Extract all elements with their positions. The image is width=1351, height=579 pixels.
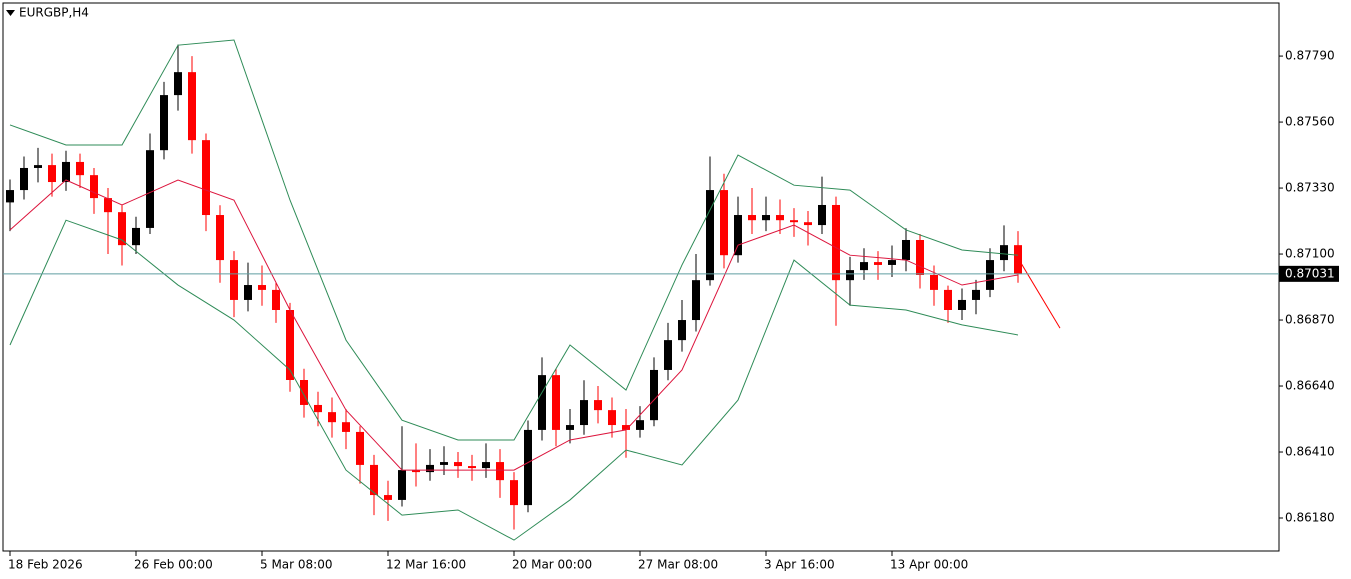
candle-body	[174, 72, 182, 96]
indicator-line	[9, 219, 1019, 541]
candle-body	[790, 220, 798, 223]
indicator-line	[9, 179, 1019, 471]
candle-body	[76, 161, 84, 176]
candle-body	[846, 270, 854, 281]
candle-body	[916, 239, 924, 275]
candle-body	[286, 309, 294, 381]
candle-body	[650, 369, 658, 421]
candle-body	[524, 429, 532, 506]
y-tick-label: 0.86180	[1285, 511, 1335, 525]
y-tick-label: 0.87790	[1285, 49, 1335, 63]
candle-body	[832, 204, 840, 281]
candle-body	[412, 470, 420, 473]
chart-title: EURGBP,H4	[19, 6, 89, 20]
x-tick-label: 5 Mar 08:00	[260, 558, 333, 572]
candle-body	[706, 190, 714, 281]
candle-body	[762, 215, 770, 221]
candle-body	[482, 462, 490, 469]
candle-body	[580, 400, 588, 426]
candle-body	[48, 165, 56, 183]
candle-body	[272, 289, 280, 310]
candle-body	[468, 466, 476, 469]
y-tick-label: 0.87560	[1285, 115, 1335, 129]
candle-body	[398, 470, 406, 500]
candle-body	[34, 165, 42, 168]
candle-body	[356, 431, 364, 465]
candle-body	[454, 462, 462, 467]
candle-body	[426, 464, 434, 473]
candle-body	[370, 464, 378, 496]
candle-body	[818, 204, 826, 226]
x-tick-label: 27 Mar 08:00	[638, 558, 718, 572]
candle-body	[874, 262, 882, 265]
x-tick-label: 20 Mar 00:00	[512, 558, 592, 572]
current-price-label: 0.87031	[1285, 266, 1335, 280]
candle-body	[132, 227, 140, 246]
y-tick-label: 0.86870	[1285, 313, 1335, 327]
candle-body	[440, 462, 448, 465]
y-tick-label: 0.87330	[1285, 181, 1335, 195]
candle-body	[104, 198, 112, 213]
candle-body	[538, 375, 546, 430]
x-tick-label: 12 Mar 16:00	[386, 558, 466, 572]
candle-body	[860, 262, 868, 271]
candle-body	[20, 167, 28, 191]
candle-body	[258, 285, 266, 290]
x-tick-label: 26 Feb 00:00	[134, 558, 213, 572]
candle-body	[594, 400, 602, 411]
x-tick-label: 18 Feb 2026	[8, 558, 83, 572]
x-tick-label: 3 Apr 16:00	[764, 558, 835, 572]
candle-body	[972, 289, 980, 300]
candle-body	[216, 215, 224, 261]
candle-body	[720, 190, 728, 256]
candle-body	[986, 260, 994, 290]
candle-body	[804, 222, 812, 226]
candle-body	[1014, 245, 1022, 274]
candle-body	[664, 340, 672, 370]
candle-body	[734, 215, 742, 256]
candle-body	[510, 480, 518, 506]
y-tick-label: 0.86410	[1285, 445, 1335, 459]
candle-body	[146, 150, 154, 228]
candle-body	[202, 140, 210, 216]
candle-body	[62, 161, 70, 183]
candle-body	[566, 425, 574, 430]
candle-body	[160, 95, 168, 151]
x-tick-label: 13 Apr 00:00	[890, 558, 968, 572]
candle-body	[6, 190, 14, 203]
candle-body	[636, 420, 644, 430]
symbol-menu-icon[interactable]	[6, 10, 15, 16]
indicator-line	[1017, 257, 1061, 329]
candle-body	[958, 299, 966, 310]
candle-body	[776, 215, 784, 221]
candle-body	[622, 425, 630, 430]
candle-body	[608, 410, 616, 426]
candle-body	[552, 375, 560, 430]
candle-body	[902, 239, 910, 261]
candle-body	[230, 260, 238, 300]
indicator-line	[9, 39, 1019, 441]
candle-body	[496, 462, 504, 481]
candle-body	[300, 380, 308, 405]
y-tick-label: 0.86640	[1285, 379, 1335, 393]
candle-body	[384, 495, 392, 500]
candle-body	[188, 72, 196, 141]
candle-body	[118, 212, 126, 246]
candle-body	[342, 422, 350, 432]
candle-body	[692, 280, 700, 321]
candle-body	[930, 274, 938, 290]
y-tick-label: 0.87100	[1285, 247, 1335, 261]
candle-body	[944, 289, 952, 310]
candle-body	[748, 215, 756, 221]
candle-body	[314, 404, 322, 413]
candle-body	[328, 412, 336, 423]
candle-body	[888, 260, 896, 265]
candle-body	[244, 285, 252, 300]
current-price-box	[1279, 265, 1339, 282]
candle-body	[90, 175, 98, 199]
candle-body	[678, 320, 686, 341]
candle-body	[1000, 245, 1008, 261]
